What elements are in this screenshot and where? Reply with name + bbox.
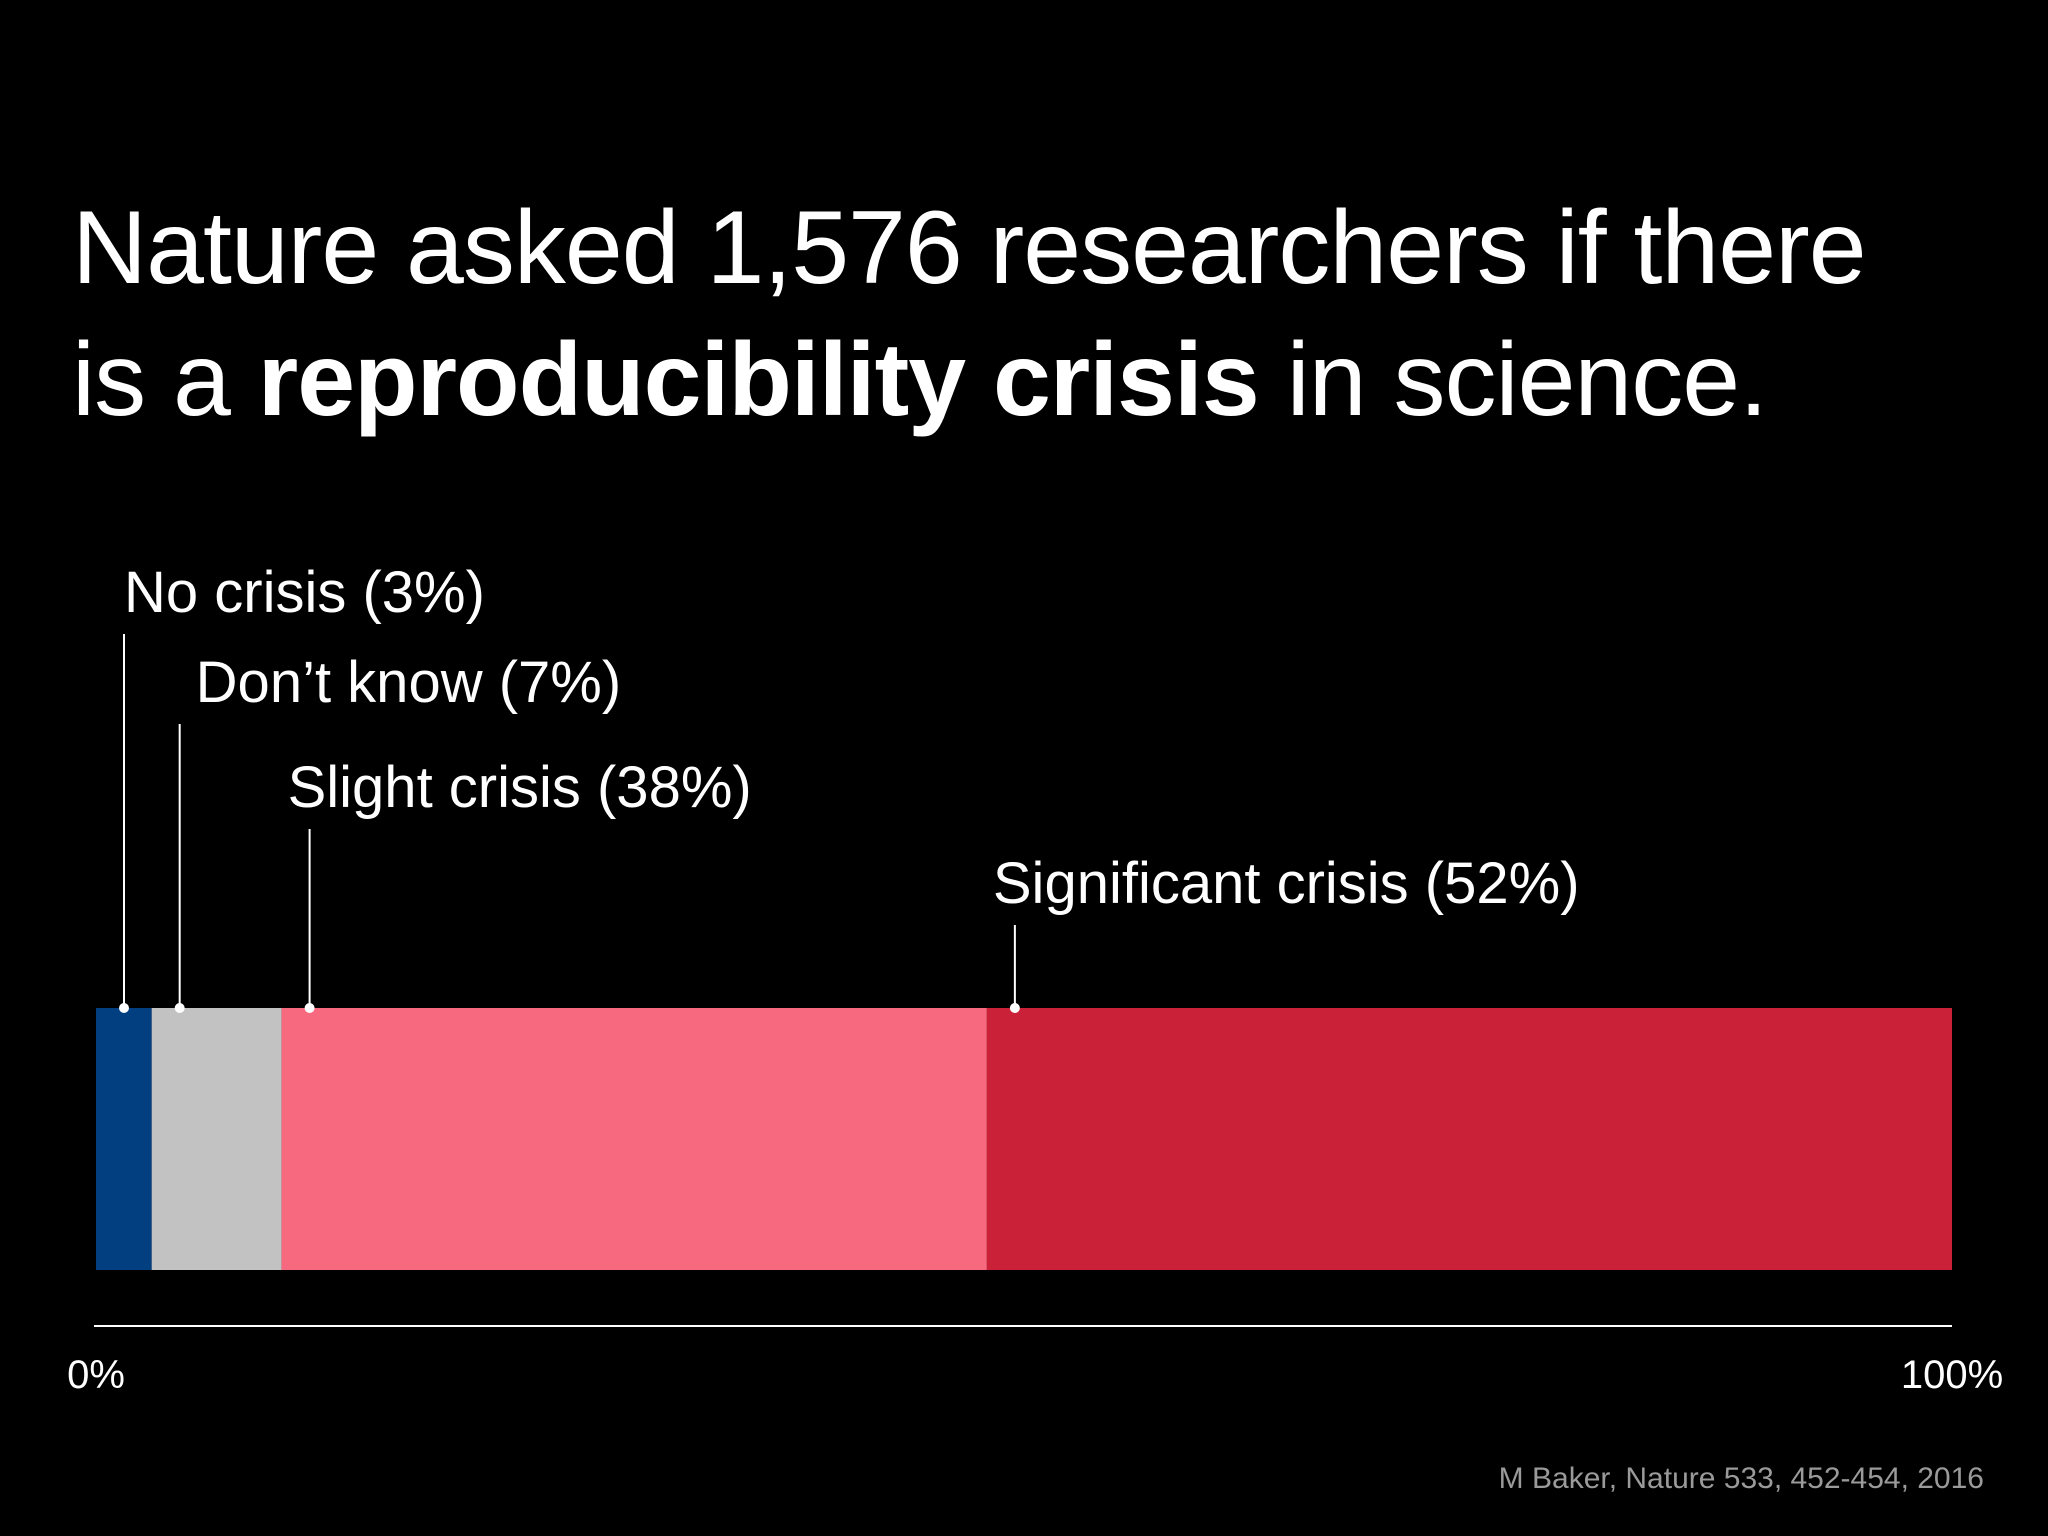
bar-segment-1: [96, 1008, 152, 1270]
bar-segment-3: [281, 1008, 987, 1270]
leader-dot-3: [304, 1003, 315, 1013]
bar-segment-4: [986, 1008, 1952, 1270]
category-labels: No crisis (3%) Don’t know (7%) Slight cris…: [124, 560, 1580, 916]
source-citation: M Baker, Nature 533, 452-454, 2016: [1498, 1462, 1984, 1495]
category-label-1: No crisis (3%): [124, 560, 485, 625]
title-line-2: is a reproducibility crisis in science.: [72, 314, 2032, 446]
category-label-2: Don’t know (7%): [196, 650, 621, 715]
title-line-1: Nature asked 1,576 researchers if there: [72, 190, 1867, 306]
leader-dot-2: [174, 1003, 185, 1013]
leader-dot-1: [119, 1003, 129, 1013]
bar-segment-2: [151, 1008, 282, 1270]
bar-segments: [96, 1008, 1952, 1270]
tick-label-0: 0%: [67, 1353, 125, 1397]
title-emphasis: reproducibility crisis: [257, 322, 1260, 438]
tick-label-100: 100%: [1901, 1353, 2003, 1397]
title-line-2-start: is a: [72, 322, 258, 438]
chart-title: Nature asked 1,576 researchers if there …: [72, 182, 2032, 446]
category-label-3: Slight crisis (38%): [288, 755, 752, 820]
title-line-2-end: in science.: [1258, 322, 1768, 438]
label-leader-lines: [119, 634, 1020, 1013]
leader-dot-4: [1009, 1003, 1020, 1013]
category-label-4: Significant crisis (52%): [993, 851, 1580, 916]
